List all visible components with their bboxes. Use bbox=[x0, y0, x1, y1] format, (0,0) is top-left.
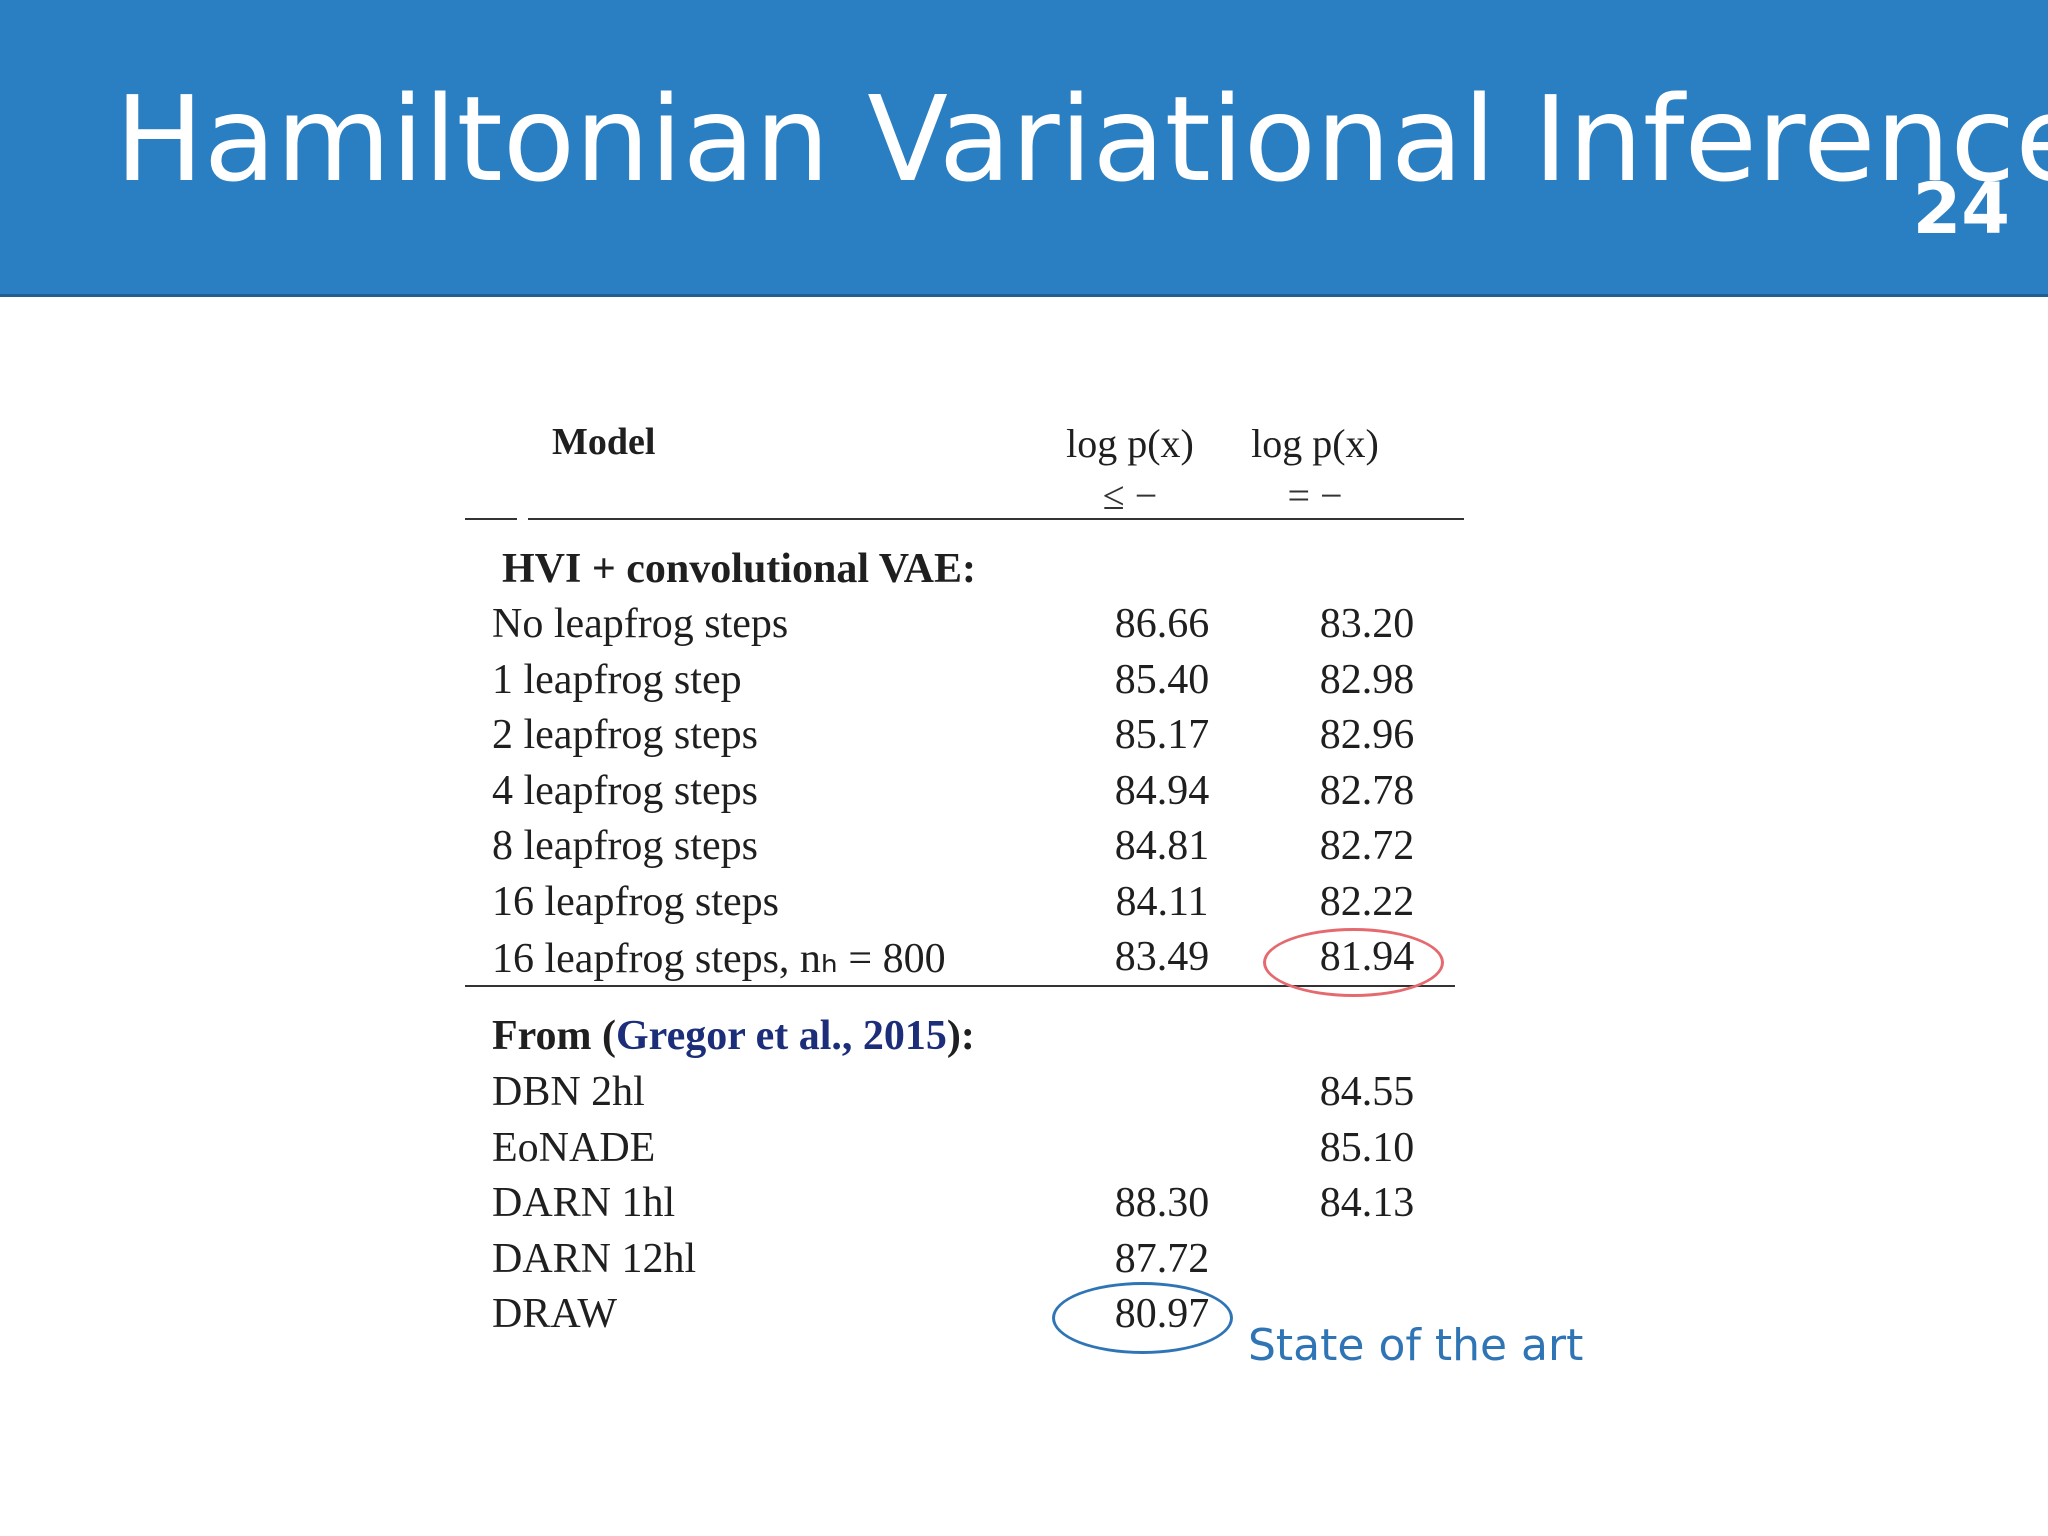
row-exact-value: 84.13 bbox=[1319, 1180, 1415, 1226]
header-col2-sub: = − bbox=[1287, 473, 1343, 518]
row-bound-value: 87.72 bbox=[1114, 1235, 1210, 1282]
state-of-art-highlight bbox=[1052, 1282, 1233, 1354]
row-bound-value: 84.81 bbox=[1114, 823, 1210, 869]
header-col2: log p(x) bbox=[1251, 421, 1379, 466]
row-bound-value: 83.49 bbox=[1114, 934, 1210, 980]
best-hvi-highlight bbox=[1263, 928, 1444, 997]
row-bound-value: 84.94 bbox=[1114, 767, 1210, 814]
row-model-name: DARN 12hl bbox=[492, 1235, 697, 1282]
row-model-name: 2 leapfrog steps bbox=[492, 712, 758, 758]
row-model-name: 8 leapfrog steps bbox=[492, 823, 758, 869]
table-row: DARN 12hl 87.72 bbox=[492, 1235, 1452, 1290]
table-row: 2 leapfrog steps 85.17 82.96 bbox=[492, 711, 1452, 766]
section-title-prior: From (Gregor et al., 2015): bbox=[492, 1012, 975, 1060]
section-title-hvi: HVI + convolutional VAE: bbox=[502, 546, 976, 592]
section-title-prefix: From ( bbox=[492, 1013, 617, 1059]
row-exact-value: 85.10 bbox=[1319, 1124, 1415, 1171]
row-model-name: 16 leapfrog steps, nₕ = 800 bbox=[492, 936, 946, 982]
row-model-name: 16 leapfrog steps bbox=[492, 878, 779, 925]
row-exact-value: 84.55 bbox=[1319, 1069, 1415, 1115]
row-bound-value: 85.17 bbox=[1114, 712, 1210, 758]
slide-number: 24 bbox=[1912, 168, 2010, 250]
table-row: 1 leapfrog step 85.40 82.98 bbox=[492, 656, 1452, 711]
row-model-name: EoNADE bbox=[492, 1124, 656, 1171]
row-model-name: No leapfrog steps bbox=[492, 601, 789, 647]
table-row: EoNADE 85.10 bbox=[492, 1124, 1452, 1179]
row-bound-value: 88.30 bbox=[1114, 1180, 1210, 1226]
row-bound-value: 84.11 bbox=[1115, 878, 1209, 925]
citation-link[interactable]: Gregor et al., 2015 bbox=[616, 1013, 947, 1059]
row-model-name: DARN 1hl bbox=[492, 1180, 676, 1226]
header-col1: log p(x) bbox=[1066, 421, 1194, 466]
section-title-suffix: ): bbox=[946, 1013, 975, 1059]
section-rule bbox=[465, 985, 1455, 987]
row-model-name: DRAW bbox=[492, 1291, 617, 1337]
header-model: Model bbox=[552, 421, 656, 463]
row-model-name: 4 leapfrog steps bbox=[492, 767, 758, 814]
table-row: 16 leapfrog steps 84.11 82.22 bbox=[492, 878, 1452, 933]
header-rule bbox=[528, 518, 1464, 520]
table-row: 8 leapfrog steps 84.81 82.72 bbox=[492, 822, 1452, 877]
slide-header: Hamiltonian Variational Inference 24 bbox=[0, 0, 2048, 297]
row-exact-value: 82.96 bbox=[1319, 712, 1415, 758]
row-model-name: DBN 2hl bbox=[492, 1069, 645, 1115]
results-table: Model log p(x) log p(x) ≤ − = − HVI + co… bbox=[460, 410, 1464, 1360]
state-of-art-annotation: State of the art bbox=[1248, 1320, 1584, 1371]
header-rule-left bbox=[465, 518, 517, 520]
row-exact-value: 82.98 bbox=[1319, 656, 1415, 703]
header-rule-right bbox=[1428, 518, 1450, 520]
row-exact-value: 83.20 bbox=[1319, 601, 1415, 647]
row-bound-value: 85.40 bbox=[1114, 656, 1210, 703]
row-exact-value: 82.78 bbox=[1319, 767, 1415, 814]
table-row: 4 leapfrog steps 84.94 82.78 bbox=[492, 767, 1452, 822]
row-model-name: 1 leapfrog step bbox=[492, 656, 742, 703]
slide-title: Hamiltonian Variational Inference bbox=[115, 70, 2048, 208]
row-exact-value: 82.72 bbox=[1319, 823, 1415, 869]
row-bound-value: 86.66 bbox=[1114, 601, 1210, 647]
header-col1-sub: ≤ − bbox=[1102, 473, 1158, 518]
row-exact-value: 82.22 bbox=[1319, 878, 1415, 925]
table-row: No leapfrog steps 86.66 83.20 bbox=[492, 600, 1452, 655]
table-row: DBN 2hl 84.55 bbox=[492, 1068, 1452, 1123]
table-row: DARN 1hl 88.30 84.13 bbox=[492, 1179, 1452, 1234]
